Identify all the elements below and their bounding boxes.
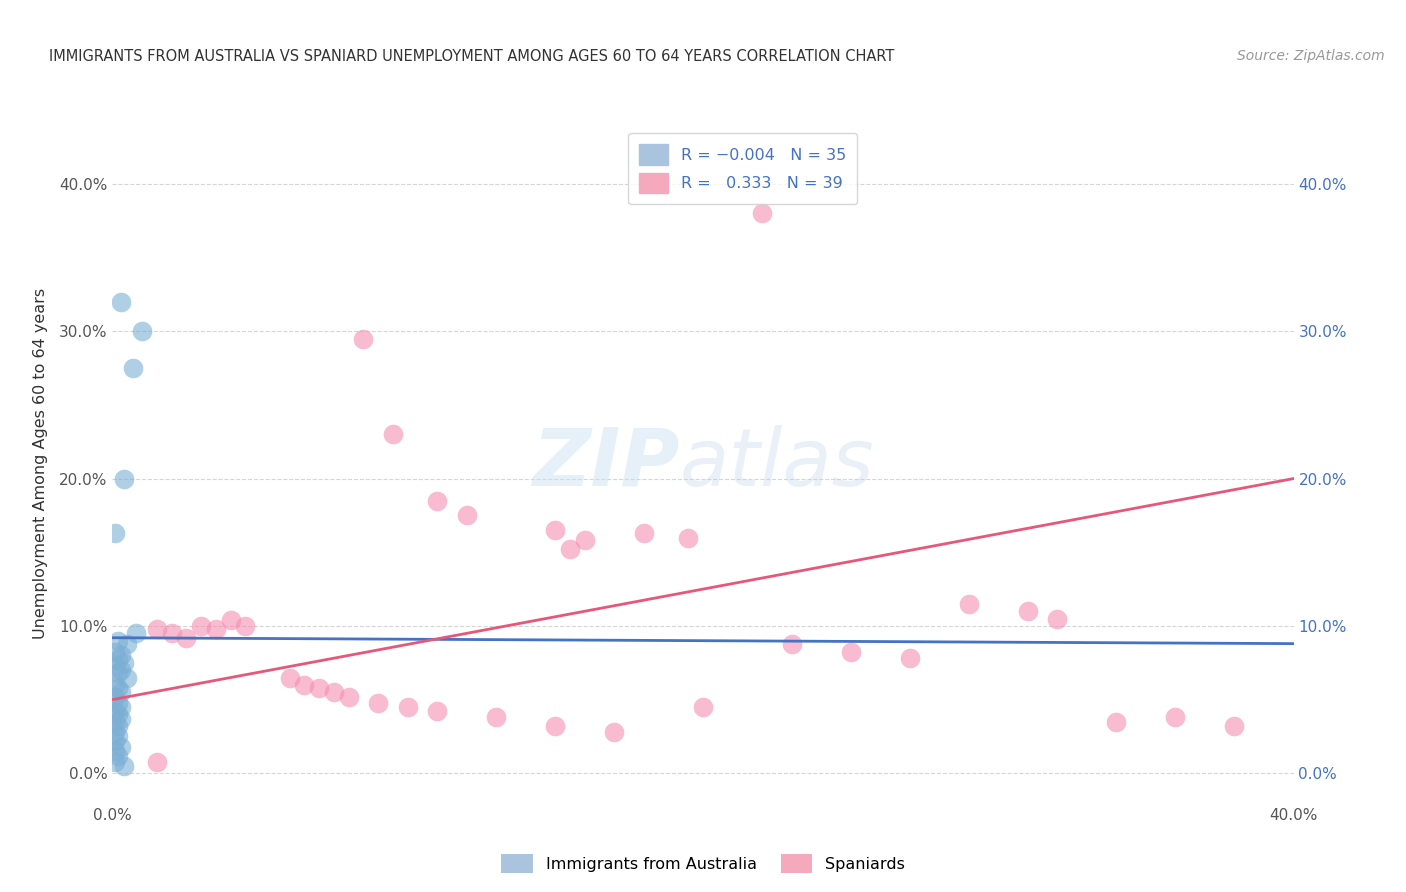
Point [112, 656, 135, 670]
Point [104, 734, 127, 748]
Point [396, 700, 419, 714]
Point [426, 705, 449, 719]
Point [110, 685, 132, 699]
Point [1017, 604, 1039, 618]
Point [107, 719, 129, 733]
Text: Source: ZipAtlas.com: Source: ZipAtlas.com [1237, 49, 1385, 63]
Point [190, 619, 212, 633]
Text: atlas: atlas [679, 425, 875, 503]
Point [233, 619, 256, 633]
Point [107, 707, 129, 722]
Point [678, 531, 700, 545]
Point [146, 755, 169, 769]
Point [110, 648, 132, 663]
Point [323, 685, 346, 699]
Point [219, 613, 242, 627]
Legend: Immigrants from Australia, Spaniards: Immigrants from Australia, Spaniards [495, 847, 911, 880]
Point [104, 714, 127, 729]
Point [278, 671, 301, 685]
Point [107, 633, 129, 648]
Point [107, 748, 129, 763]
Point [544, 719, 567, 733]
Point [292, 678, 315, 692]
Legend: R = −0.004   N = 35, R =   0.333   N = 39: R = −0.004 N = 35, R = 0.333 N = 39 [628, 133, 858, 204]
Point [1046, 611, 1069, 625]
Point [382, 427, 405, 442]
Point [110, 700, 132, 714]
Point [456, 508, 478, 523]
Point [104, 526, 127, 541]
Point [107, 653, 129, 667]
Point [104, 645, 127, 659]
Point [485, 710, 508, 724]
Point [110, 712, 132, 726]
Point [751, 206, 773, 220]
Point [352, 332, 374, 346]
Point [107, 696, 129, 710]
Y-axis label: Unemployment Among Ages 60 to 64 years: Unemployment Among Ages 60 to 64 years [32, 288, 48, 640]
Point [426, 493, 449, 508]
Point [104, 705, 127, 719]
Point [692, 700, 714, 714]
Point [112, 759, 135, 773]
Point [367, 696, 389, 710]
Point [558, 542, 582, 557]
Point [110, 294, 132, 309]
Point [122, 361, 145, 376]
Point [107, 681, 129, 695]
Point [898, 651, 921, 665]
Point [544, 523, 567, 537]
Point [110, 739, 132, 754]
Text: ZIP: ZIP [531, 425, 679, 503]
Point [104, 725, 127, 739]
Point [107, 666, 129, 681]
Point [308, 681, 330, 695]
Point [603, 725, 626, 739]
Point [160, 626, 183, 640]
Point [174, 631, 197, 645]
Point [1164, 710, 1187, 724]
Point [1105, 714, 1128, 729]
Point [104, 755, 127, 769]
Point [957, 597, 980, 611]
Point [104, 690, 127, 704]
Point [146, 622, 169, 636]
Point [117, 637, 138, 651]
Point [1223, 719, 1246, 733]
Point [839, 645, 862, 659]
Point [574, 533, 596, 548]
Point [104, 678, 127, 692]
Point [104, 658, 127, 673]
Point [110, 663, 132, 677]
Text: IMMIGRANTS FROM AUSTRALIA VS SPANIARD UNEMPLOYMENT AMONG AGES 60 TO 64 YEARS COR: IMMIGRANTS FROM AUSTRALIA VS SPANIARD UN… [49, 49, 894, 64]
Point [104, 744, 127, 758]
Point [633, 526, 655, 541]
Point [117, 671, 138, 685]
Point [780, 637, 803, 651]
Point [205, 622, 228, 636]
Point [107, 730, 129, 744]
Point [337, 690, 360, 704]
Point [125, 626, 148, 640]
Point [131, 324, 153, 338]
Point [112, 472, 135, 486]
